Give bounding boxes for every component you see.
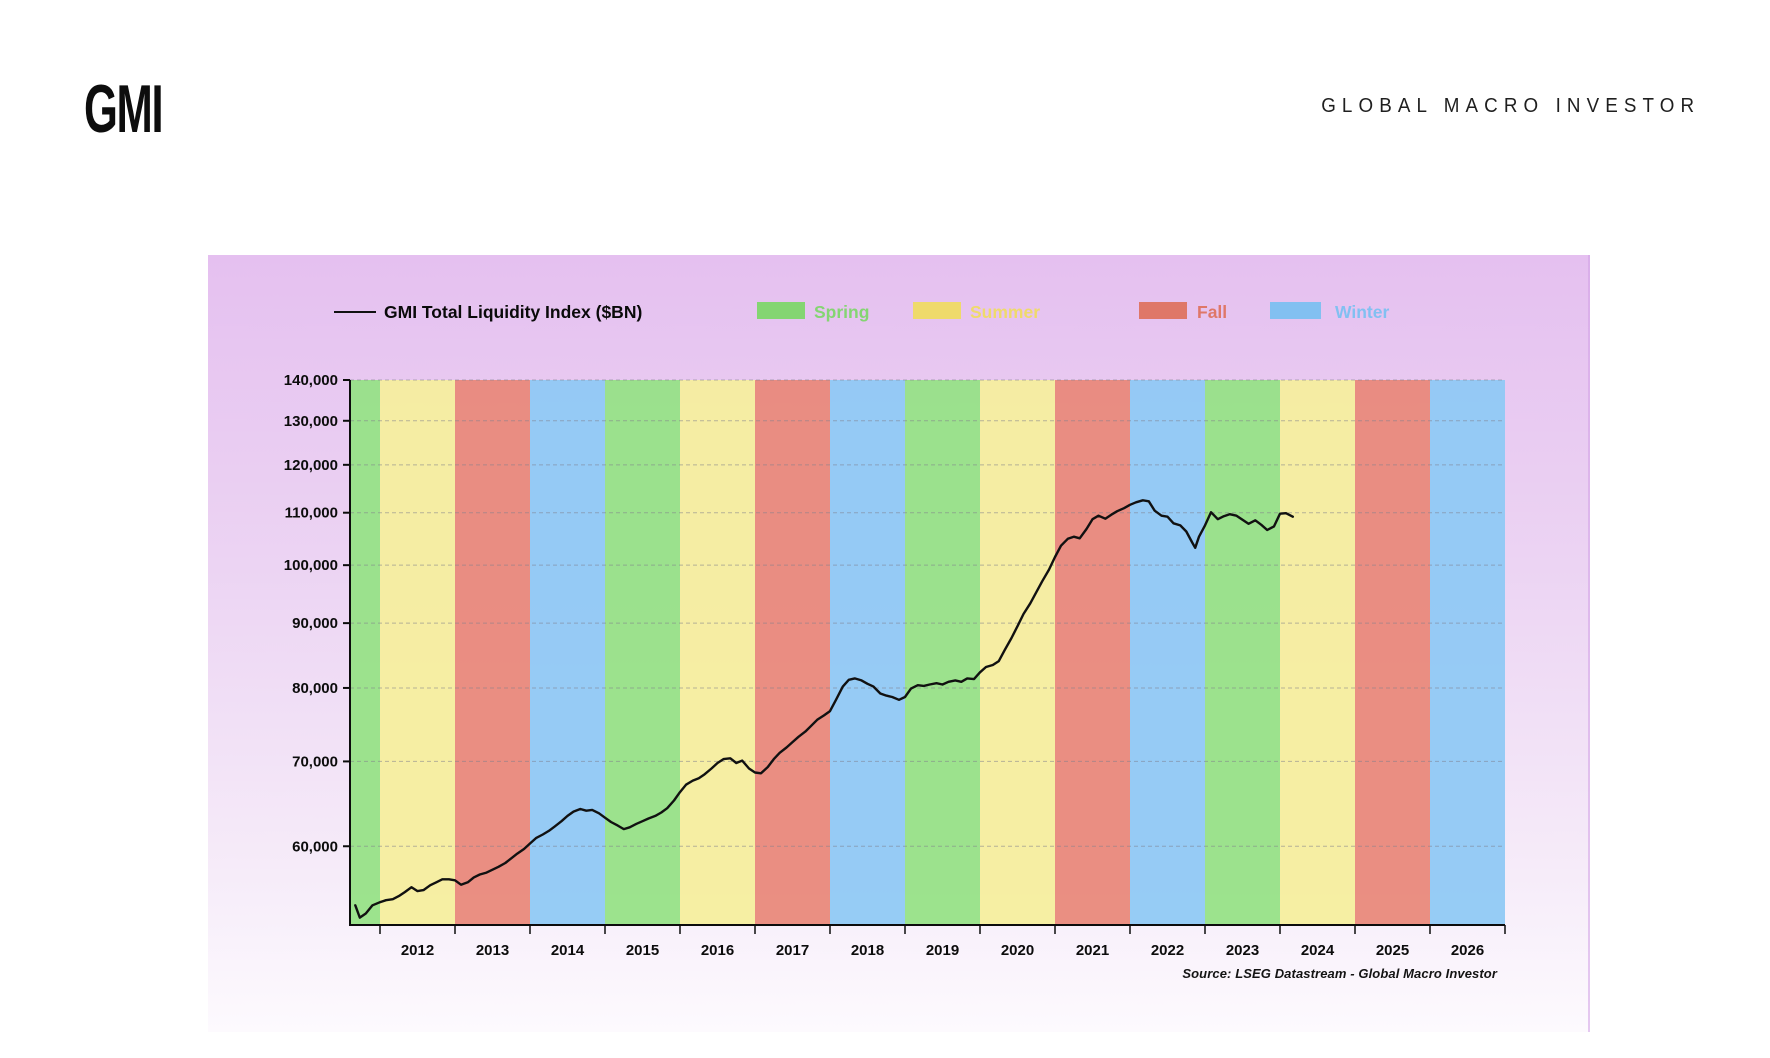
- season-band-fall: [1355, 380, 1430, 925]
- season-band-winter: [1430, 380, 1505, 925]
- fall-legend-label: Fall: [1197, 302, 1228, 322]
- season-band-summer: [1280, 380, 1355, 925]
- y-tick-label: 70,000: [292, 753, 338, 770]
- x-tick-label: 2021: [1076, 942, 1109, 959]
- spring-legend-label: Spring: [814, 302, 870, 322]
- y-tick-label: 80,000: [292, 680, 338, 697]
- season-band-summer: [680, 380, 755, 925]
- summer-legend-swatch: [913, 302, 961, 319]
- season-band-spring: [350, 380, 380, 925]
- series-line-sample: [334, 311, 376, 313]
- chart-panel: GMI Total Liquidity Index ($BN) Spring S…: [208, 255, 1590, 1032]
- x-tick-label: 2012: [401, 942, 434, 959]
- season-band-spring: [905, 380, 980, 925]
- season-band-winter: [1130, 380, 1205, 925]
- season-band-summer: [380, 380, 455, 925]
- season-band-spring: [605, 380, 680, 925]
- x-tick-label: 2017: [776, 942, 809, 959]
- source-note: Source: LSEG Datastream - Global Macro I…: [1182, 966, 1497, 981]
- x-tick-label: 2023: [1226, 942, 1259, 959]
- spring-legend-swatch: [757, 302, 805, 319]
- x-tick-label: 2015: [626, 942, 659, 959]
- season-band-fall: [455, 380, 530, 925]
- season-band-fall: [755, 380, 830, 925]
- y-tick-label: 130,000: [284, 413, 338, 430]
- season-band-winter: [530, 380, 605, 925]
- x-tick-label: 2018: [851, 942, 884, 959]
- x-tick-label: 2013: [476, 942, 509, 959]
- winter-legend-swatch: [1270, 302, 1321, 319]
- y-tick-label: 110,000: [285, 505, 338, 522]
- fall-legend-swatch: [1139, 302, 1187, 319]
- season-band-spring: [1205, 380, 1280, 925]
- masthead-title: GLOBAL MACRO INVESTOR: [1320, 95, 1700, 117]
- y-tick-label: 120,000: [284, 457, 338, 474]
- y-tick-label: 60,000: [292, 838, 338, 855]
- x-tick-label: 2025: [1376, 942, 1409, 959]
- x-tick-label: 2022: [1151, 942, 1184, 959]
- x-tick-label: 2019: [926, 942, 959, 959]
- series-legend-label: GMI Total Liquidity Index ($BN): [384, 302, 643, 322]
- series-line: [354, 499, 1294, 919]
- winter-legend-label: Winter: [1335, 302, 1390, 322]
- x-tick-label: 2014: [551, 942, 585, 959]
- y-tick-label: 100,000: [284, 557, 338, 574]
- season-band-summer: [980, 380, 1055, 925]
- season-band-fall: [1055, 380, 1130, 925]
- y-tick-label: 140,000: [284, 372, 338, 389]
- y-tick-label: 90,000: [292, 615, 338, 632]
- x-tick-label: 2024: [1301, 942, 1335, 959]
- x-tick-label: 2016: [701, 942, 734, 959]
- gmi-logo: GMI: [84, 71, 164, 147]
- liquidity-line-chart: 140,000 130,000 120,000 110,000 100,000 90,00…: [284, 372, 1506, 959]
- x-tick-label: 2020: [1001, 942, 1034, 959]
- chart-legend: GMI Total Liquidity Index ($BN) Spring S…: [208, 255, 1588, 335]
- x-tick-label: 2026: [1451, 942, 1484, 959]
- season-band-winter: [830, 380, 905, 925]
- summer-legend-label: Summer: [970, 302, 1041, 322]
